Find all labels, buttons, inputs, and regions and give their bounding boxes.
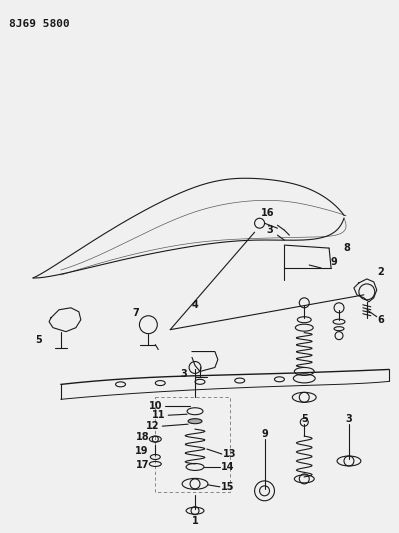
Text: 3: 3 xyxy=(266,225,273,235)
Text: 9: 9 xyxy=(331,257,338,267)
Text: 16: 16 xyxy=(261,208,274,219)
Text: 8: 8 xyxy=(344,243,350,253)
Text: 3: 3 xyxy=(346,414,352,424)
Text: 8J69 5800: 8J69 5800 xyxy=(9,19,70,29)
Text: 13: 13 xyxy=(223,449,237,459)
Text: 19: 19 xyxy=(134,446,148,456)
Text: 10: 10 xyxy=(148,401,162,411)
Text: 17: 17 xyxy=(136,460,149,470)
Text: 12: 12 xyxy=(146,421,159,431)
Text: 15: 15 xyxy=(221,482,235,492)
Text: 3: 3 xyxy=(181,369,188,379)
Text: 4: 4 xyxy=(192,300,198,310)
Text: 9: 9 xyxy=(261,429,268,439)
Text: 6: 6 xyxy=(377,314,384,325)
Text: 2: 2 xyxy=(377,267,384,277)
Text: 14: 14 xyxy=(221,462,235,472)
Text: 1: 1 xyxy=(192,515,198,526)
Text: 18: 18 xyxy=(136,432,149,442)
Ellipse shape xyxy=(188,419,202,424)
Text: 7: 7 xyxy=(132,308,139,318)
Text: 5: 5 xyxy=(36,335,43,345)
Text: 5: 5 xyxy=(301,414,308,424)
Text: 11: 11 xyxy=(152,410,165,420)
